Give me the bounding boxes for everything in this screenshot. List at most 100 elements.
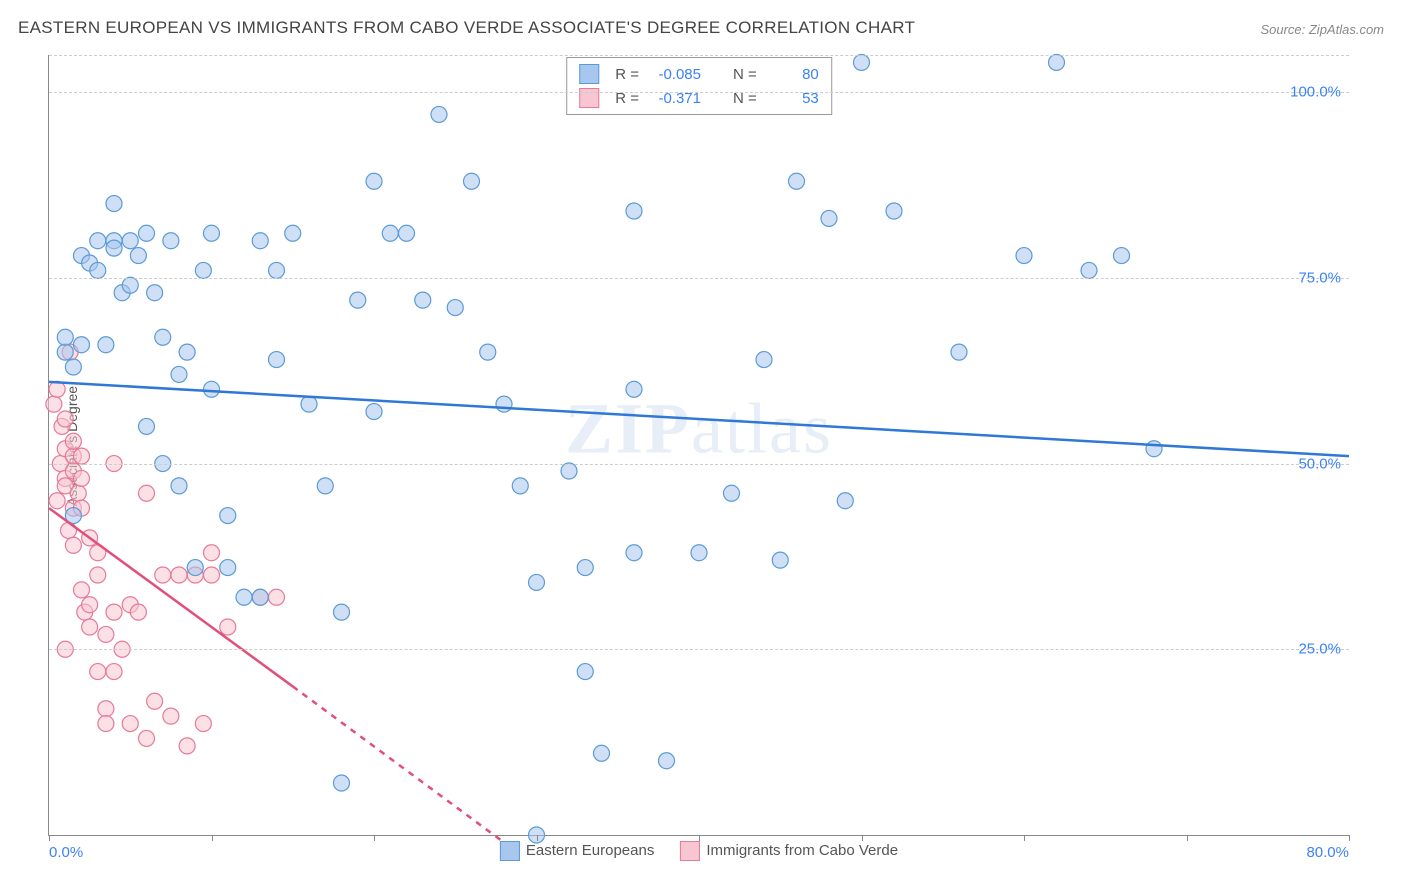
scatter-point [139, 730, 155, 746]
scatter-point [626, 203, 642, 219]
x-tick [49, 835, 50, 841]
stats-row-series-0: R = -0.085 N = 80 [579, 62, 819, 86]
scatter-point [220, 619, 236, 635]
x-tick [699, 835, 700, 841]
scatter-point [139, 418, 155, 434]
scatter-point [626, 381, 642, 397]
scatter-point [269, 262, 285, 278]
scatter-point [46, 396, 62, 412]
scatter-point [821, 210, 837, 226]
scatter-point [74, 448, 90, 464]
scatter-point [139, 225, 155, 241]
scatter-point [724, 485, 740, 501]
scatter-point [301, 396, 317, 412]
scatter-point [415, 292, 431, 308]
scatter-point [163, 708, 179, 724]
scatter-point [179, 344, 195, 360]
scatter-point [204, 545, 220, 561]
scatter-point [529, 574, 545, 590]
scatter-point [1049, 54, 1065, 70]
scatter-point [74, 582, 90, 598]
legend-item-1: Immigrants from Cabo Verde [680, 841, 898, 861]
scatter-point [122, 716, 138, 732]
scatter-point [220, 560, 236, 576]
scatter-point [1114, 248, 1130, 264]
scatter-point [171, 478, 187, 494]
scatter-point [187, 560, 203, 576]
scatter-point [269, 352, 285, 368]
scatter-point [1016, 248, 1032, 264]
scatter-point [106, 196, 122, 212]
y-tick-label: 25.0% [1298, 641, 1341, 658]
scatter-point [130, 248, 146, 264]
scatter-point [252, 589, 268, 605]
scatter-point [496, 396, 512, 412]
scatter-point [886, 203, 902, 219]
stats-swatch-1 [579, 88, 599, 108]
scatter-point [82, 619, 98, 635]
scatter-point [90, 262, 106, 278]
legend-label-1: Immigrants from Cabo Verde [706, 842, 898, 859]
x-tick [374, 835, 375, 841]
scatter-point [220, 508, 236, 524]
scatter-point [269, 589, 285, 605]
scatter-point [577, 664, 593, 680]
scatter-point [57, 344, 73, 360]
scatter-point [122, 233, 138, 249]
scatter-point [98, 701, 114, 717]
legend-swatch-0 [500, 841, 520, 861]
scatter-point [57, 329, 73, 345]
scatter-point [106, 664, 122, 680]
x-tick [1349, 835, 1350, 841]
x-tick [1024, 835, 1025, 841]
stats-row-series-1: R = -0.371 N = 53 [579, 86, 819, 110]
correlation-stats-box: R = -0.085 N = 80 R = -0.371 N = 53 [566, 57, 832, 115]
source-attribution: Source: ZipAtlas.com [1260, 22, 1384, 37]
scatter-point [98, 626, 114, 642]
scatter-point [130, 604, 146, 620]
scatter-point [464, 173, 480, 189]
scatter-point [139, 485, 155, 501]
scatter-point [772, 552, 788, 568]
stats-n-value-0: 80 [767, 66, 819, 83]
scatter-point [350, 292, 366, 308]
scatter-svg [49, 55, 1349, 835]
legend-swatch-1 [680, 841, 700, 861]
scatter-point [195, 716, 211, 732]
scatter-point [90, 567, 106, 583]
scatter-point [480, 344, 496, 360]
scatter-point [122, 277, 138, 293]
scatter-point [74, 470, 90, 486]
scatter-point [789, 173, 805, 189]
scatter-point [155, 329, 171, 345]
trend-line [293, 686, 504, 842]
scatter-point [1146, 441, 1162, 457]
scatter-point [334, 604, 350, 620]
scatter-point [147, 285, 163, 301]
scatter-point [74, 337, 90, 353]
scatter-point [951, 344, 967, 360]
stats-r-label-0: R = [615, 66, 639, 83]
x-axis-max-label: 80.0% [1306, 844, 1349, 861]
scatter-point [70, 485, 86, 501]
legend-item-0: Eastern Europeans [500, 841, 654, 861]
y-tick-label: 100.0% [1290, 84, 1341, 101]
scatter-point [512, 478, 528, 494]
scatter-point [382, 225, 398, 241]
scatter-point [171, 366, 187, 382]
scatter-point [155, 567, 171, 583]
scatter-point [204, 381, 220, 397]
chart-plot-area: ZIPatlas R = -0.085 N = 80 R = -0.371 N … [48, 55, 1349, 836]
x-tick [1187, 835, 1188, 841]
gridline-h [49, 92, 1349, 93]
scatter-point [854, 54, 870, 70]
scatter-point [82, 597, 98, 613]
gridline-h [49, 55, 1349, 56]
scatter-point [756, 352, 772, 368]
scatter-point [65, 537, 81, 553]
scatter-point [90, 233, 106, 249]
scatter-point [65, 433, 81, 449]
scatter-point [399, 225, 415, 241]
trend-line [49, 382, 1349, 456]
gridline-h [49, 278, 1349, 279]
